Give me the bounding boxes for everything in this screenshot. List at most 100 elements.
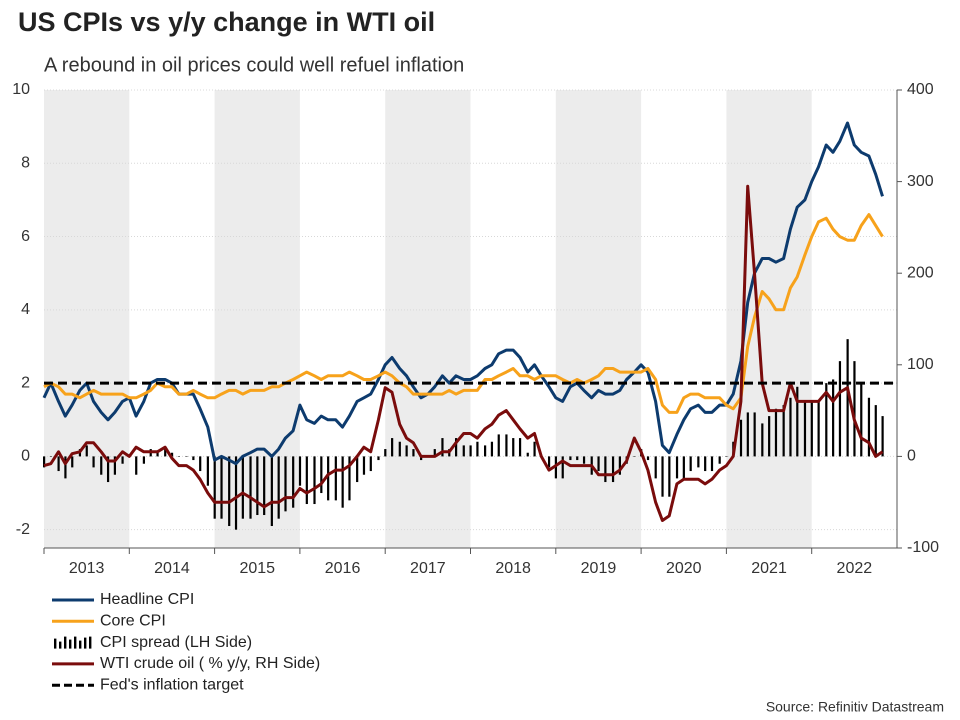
y-tick-label: 0	[21, 448, 30, 465]
spread-bar	[874, 405, 877, 457]
spread-bar	[405, 445, 408, 457]
spread-bar	[682, 456, 685, 479]
legend-symbol	[79, 640, 82, 649]
spread-bar	[512, 438, 515, 457]
spread-bar	[832, 379, 835, 457]
spread-bar	[64, 456, 67, 479]
spread-bar	[100, 456, 103, 475]
spread-bar	[305, 456, 308, 505]
spread-bar	[576, 456, 579, 461]
spread-bar	[334, 456, 337, 501]
spread-bar	[263, 456, 266, 516]
x-tick-label: 2015	[239, 560, 275, 577]
year-band	[555, 90, 642, 548]
spread-bar	[860, 383, 863, 457]
spread-bar	[569, 456, 572, 461]
spread-bar	[505, 434, 508, 457]
spread-bar	[718, 456, 721, 464]
x-tick-label: 2016	[325, 560, 361, 577]
spread-bar	[668, 456, 671, 497]
spread-bar	[689, 456, 692, 472]
spread-bar	[710, 456, 714, 472]
spread-bar	[618, 456, 621, 475]
spread-bar	[704, 456, 707, 472]
spread-bar	[661, 456, 664, 497]
spread-bar	[341, 456, 344, 508]
spread-bar	[49, 456, 53, 457]
legend-symbol	[74, 636, 77, 649]
source: Source: Refinitiv Datastream	[766, 699, 944, 715]
y2-tick-label: 100	[907, 356, 934, 373]
spread-bar	[853, 361, 856, 457]
spread-bar	[85, 445, 88, 457]
x-tick-label: 2017	[410, 560, 446, 577]
spread-bar	[633, 456, 636, 457]
bars-layer	[43, 339, 884, 530]
spread-bar	[164, 449, 167, 457]
spread-bar	[298, 456, 302, 486]
year-band	[44, 90, 130, 548]
x-tick-label: 2014	[154, 560, 190, 577]
spread-bar	[838, 361, 842, 457]
spread-bar	[846, 339, 849, 457]
legend-symbol	[84, 637, 87, 649]
spread-bar	[398, 441, 401, 457]
spread-bar	[746, 412, 749, 457]
spread-bar	[803, 401, 807, 457]
spread-bar	[384, 449, 387, 457]
spread-bar	[561, 456, 564, 479]
spread-bar	[789, 397, 792, 457]
spread-bar	[454, 438, 458, 457]
spread-bar	[177, 456, 180, 457]
y-tick-label: 2	[21, 374, 30, 391]
spread-bar	[697, 456, 700, 468]
spread-bar	[462, 445, 465, 457]
spread-bar	[817, 401, 820, 457]
spread-bar	[391, 438, 394, 457]
spread-bar	[142, 456, 146, 464]
spread-bar	[377, 456, 380, 461]
spread-bar	[284, 456, 287, 512]
legend-symbol	[69, 639, 72, 649]
spread-bar	[241, 456, 244, 519]
y-tick-label: 8	[21, 154, 30, 171]
chart-title: US CPIs vs y/y change in WTI oil	[18, 7, 435, 37]
legend-symbol	[89, 636, 92, 649]
spread-bar	[810, 401, 813, 457]
spread-bar	[156, 452, 159, 457]
y2-tick-label: 300	[907, 173, 934, 190]
spread-bar	[646, 456, 650, 461]
spread-bar	[597, 456, 600, 472]
spread-bar	[554, 456, 557, 479]
spread-bar	[43, 456, 46, 468]
spread-bar	[796, 386, 799, 457]
spread-bar	[292, 456, 295, 508]
spread-bar	[725, 456, 728, 457]
spread-bar	[654, 456, 657, 479]
spread-bar	[582, 456, 586, 464]
spread-bar	[135, 456, 138, 475]
lines-layer	[42, 121, 897, 522]
legend-label: Core CPI	[100, 613, 166, 630]
year-band	[726, 90, 812, 548]
spread-bar	[313, 456, 316, 505]
spread-bar	[270, 456, 273, 527]
spread-bar	[441, 438, 444, 457]
bg-layer	[44, 90, 812, 548]
spread-bar	[170, 452, 174, 457]
spread-bar	[57, 456, 60, 472]
legend-label: CPI spread (LH Side)	[100, 634, 252, 651]
spread-bar	[356, 456, 359, 483]
series-line	[43, 184, 884, 522]
x-tick-label: 2013	[69, 560, 105, 577]
legend-label: Fed's inflation target	[100, 676, 244, 693]
year-band	[385, 90, 471, 548]
x-tick-label: 2019	[581, 560, 617, 577]
spread-bar	[320, 456, 323, 494]
chart-subtitle: A rebound in oil prices could well refue…	[44, 54, 464, 76]
spread-bar	[547, 456, 551, 468]
spread-bar	[71, 456, 74, 468]
spread-bar	[611, 456, 615, 483]
y-tick-label: 6	[21, 228, 30, 245]
spread-bar	[348, 456, 351, 501]
